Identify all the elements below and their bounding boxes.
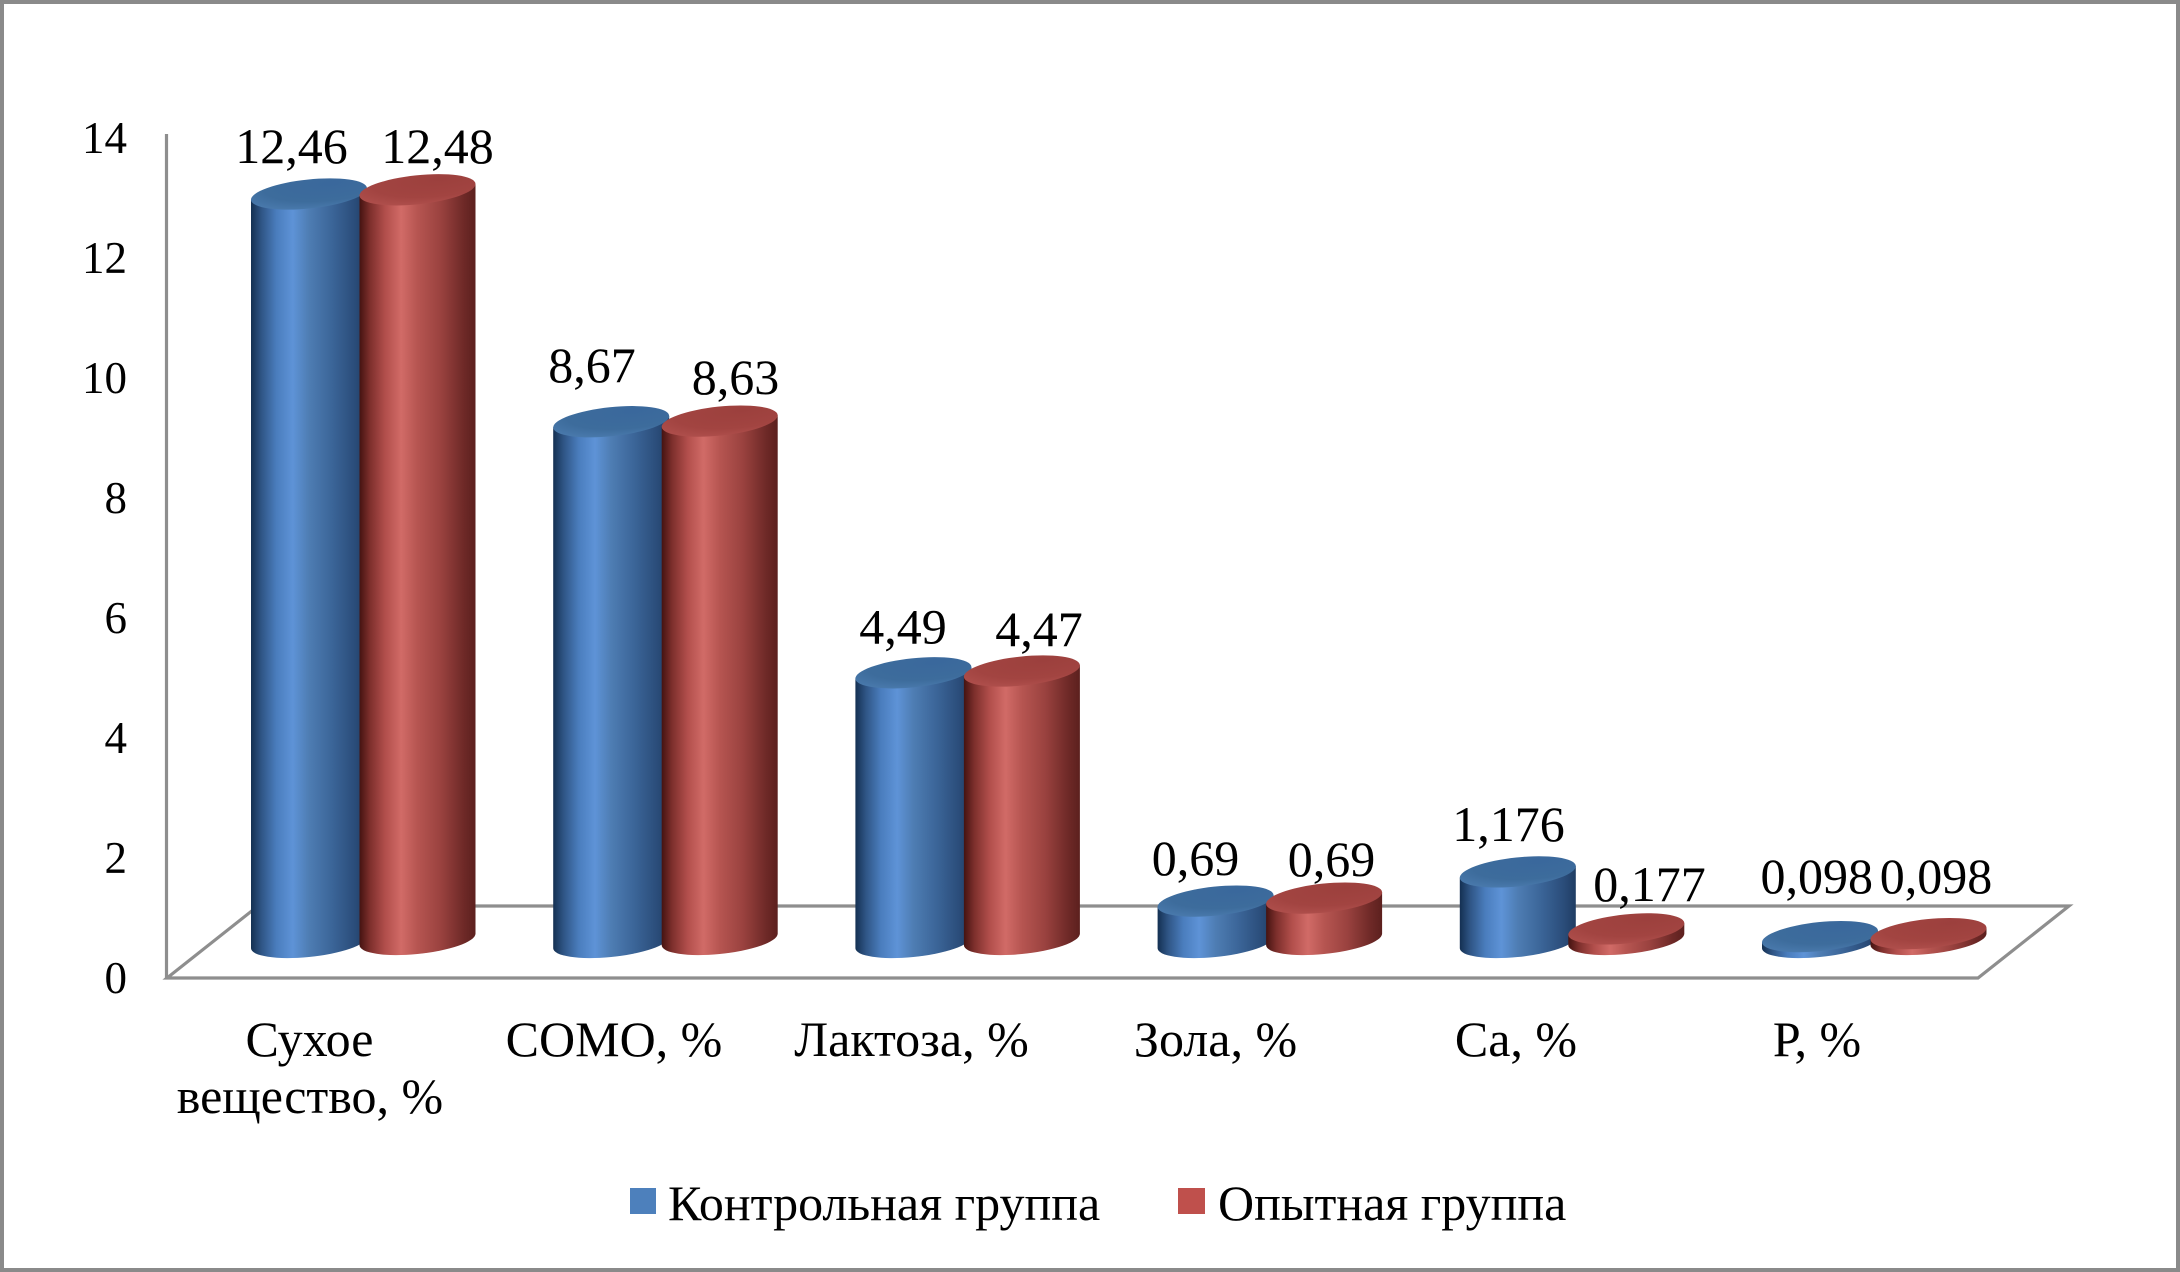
svg-text:6: 6	[105, 593, 128, 643]
svg-text:12,48: 12,48	[381, 118, 494, 174]
svg-text:4: 4	[105, 713, 128, 763]
svg-text:12: 12	[82, 233, 127, 283]
svg-text:0,098: 0,098	[1880, 848, 1993, 904]
svg-text:2: 2	[105, 833, 128, 883]
svg-text:СОМО, %: СОМО, %	[506, 1011, 723, 1067]
svg-text:8,67: 8,67	[548, 337, 636, 393]
svg-text:0,177: 0,177	[1593, 856, 1706, 912]
svg-text:0: 0	[105, 953, 128, 1003]
svg-text:Опытная группа: Опытная группа	[1218, 1175, 1566, 1231]
svg-text:4,47: 4,47	[995, 601, 1083, 657]
svg-text:Лактоза, %: Лактоза, %	[794, 1011, 1029, 1067]
svg-text:вещество, %: вещество, %	[177, 1068, 443, 1124]
svg-text:0,69: 0,69	[1152, 830, 1240, 886]
svg-text:0,098: 0,098	[1760, 848, 1873, 904]
svg-text:0,69: 0,69	[1288, 831, 1376, 887]
svg-text:Са, %: Са, %	[1455, 1011, 1577, 1067]
svg-text:10: 10	[82, 353, 127, 403]
svg-text:8: 8	[105, 473, 128, 523]
svg-text:Зола, %: Зола, %	[1134, 1011, 1297, 1067]
svg-text:8,63: 8,63	[692, 349, 780, 405]
svg-text:1,176: 1,176	[1452, 796, 1565, 852]
svg-text:4,49: 4,49	[859, 599, 947, 655]
svg-text:Р, %: Р, %	[1773, 1011, 1861, 1067]
svg-text:12,46: 12,46	[235, 118, 348, 174]
svg-text:14: 14	[82, 113, 127, 163]
svg-text:Сухое: Сухое	[245, 1011, 373, 1067]
svg-text:Контрольная группа: Контрольная группа	[668, 1175, 1100, 1231]
